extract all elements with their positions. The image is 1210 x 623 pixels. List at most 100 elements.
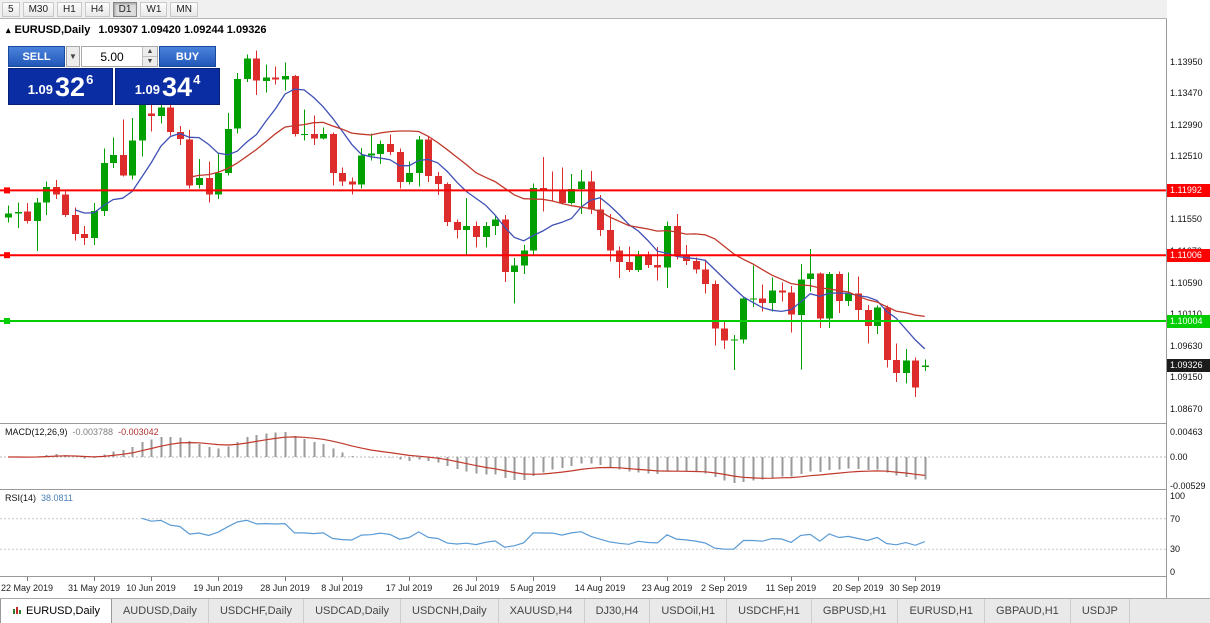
- symbol-tab-usdchf-daily[interactable]: USDCHF,Daily: [209, 599, 305, 623]
- symbol-tab-audusd-daily[interactable]: AUDUSD,Daily: [112, 599, 209, 623]
- macd-panel-divider[interactable]: [0, 423, 1210, 424]
- candle-bullish: [301, 134, 308, 135]
- candle-bearish: [387, 143, 394, 152]
- macd-axis-label: -0.00529: [1170, 481, 1206, 491]
- tab-chart-icon: [13, 607, 21, 614]
- date-tick-mark: [27, 577, 28, 581]
- candle-bullish: [568, 189, 575, 203]
- candle-bearish: [721, 328, 728, 341]
- timeframe-button-w1[interactable]: W1: [140, 1, 168, 17]
- symbol-tab-eurusd-h1[interactable]: EURUSD,H1: [898, 599, 986, 623]
- sell-price-pipette: 6: [86, 72, 94, 87]
- macd-label: MACD(12,26,9) -0.003788 -0.003042: [5, 427, 159, 437]
- rsi-axis-label: 100: [1170, 491, 1186, 501]
- rsi-name: RSI(14): [5, 493, 37, 503]
- macd-signal-line: [8, 436, 925, 479]
- trade-panel-collapse-icon[interactable]: ▴: [6, 25, 11, 35]
- candle-bullish: [798, 279, 805, 315]
- volume-input[interactable]: [82, 47, 142, 66]
- candle-bullish: [406, 172, 413, 182]
- candle-bearish: [836, 274, 843, 301]
- candle-bullish: [521, 250, 528, 266]
- symbol-tab-usdjp[interactable]: USDJP: [1071, 599, 1130, 623]
- date-tick-mark: [409, 577, 410, 581]
- timeframe-button-d1[interactable]: D1: [112, 1, 138, 17]
- volume-decrease-button[interactable]: ▼: [143, 57, 157, 66]
- date-axis-label: 17 Jul 2019: [385, 583, 433, 593]
- candle-bearish: [330, 134, 337, 173]
- rsi-panel-divider[interactable]: [0, 489, 1210, 490]
- sell-button[interactable]: SELL: [8, 46, 65, 67]
- candle-bullish: [129, 140, 136, 176]
- line-anchor-handle[interactable]: [4, 252, 10, 259]
- price-axis-label: 1.10590: [1170, 278, 1203, 288]
- candle-bullish: [377, 143, 384, 154]
- buy-price-pipette: 4: [193, 72, 201, 87]
- price-axis[interactable]: 1.139501.134701.129901.125101.120301.115…: [1167, 0, 1210, 598]
- volume-dropdown-button[interactable]: ▼: [66, 46, 80, 67]
- symbol-tab-usdcad-daily[interactable]: USDCAD,Daily: [304, 599, 402, 623]
- timeframe-button-m30[interactable]: M30: [22, 1, 55, 17]
- price-line-badge: 1.09326: [1167, 359, 1210, 372]
- symbol-tab-label: USDCHF,H1: [738, 605, 800, 617]
- rsi-indicator-panel[interactable]: [0, 490, 1166, 576]
- candle-bullish: [492, 219, 499, 226]
- candle-bearish: [893, 360, 900, 374]
- candle-bearish: [349, 181, 356, 185]
- candle-bearish: [186, 139, 193, 186]
- timeframe-button-5[interactable]: 5: [2, 1, 20, 17]
- sell-price-display[interactable]: 1.09 32 6: [8, 68, 113, 105]
- candle-bullish: [110, 155, 117, 163]
- line-anchor-handle[interactable]: [4, 187, 10, 194]
- candle-bearish: [454, 222, 461, 230]
- date-axis-label: 22 May 2019: [0, 583, 54, 593]
- candle-bearish: [616, 250, 623, 263]
- symbol-tab-usdoil-h1[interactable]: USDOil,H1: [650, 599, 728, 623]
- candle-bearish: [444, 184, 451, 223]
- macd-signal-value: -0.003042: [118, 427, 159, 437]
- price-axis-label: 1.08670: [1170, 404, 1203, 414]
- symbol-tab-usdchf-h1[interactable]: USDCHF,H1: [727, 599, 812, 623]
- candle-bullish: [244, 58, 251, 79]
- candle-bullish: [15, 212, 22, 214]
- buy-button[interactable]: BUY: [159, 46, 216, 67]
- date-tick-mark: [791, 577, 792, 581]
- date-axis-label: 10 Jun 2019: [126, 583, 176, 593]
- macd-indicator-panel[interactable]: [0, 424, 1166, 489]
- macd-name: MACD(12,26,9): [5, 427, 68, 437]
- date-tick-mark: [285, 577, 286, 581]
- symbol-tab-eurusd-daily[interactable]: EURUSD,Daily: [0, 599, 112, 623]
- symbol-tab-xauusd-h4[interactable]: XAUUSD,H4: [499, 599, 585, 623]
- date-axis-label: 28 Jun 2019: [260, 583, 310, 593]
- line-anchor-handle[interactable]: [4, 318, 10, 324]
- candle-bearish: [855, 293, 862, 311]
- sell-price-base: 1.09: [27, 82, 54, 97]
- symbol-tab-label: GBPAUD,H1: [996, 605, 1059, 617]
- symbol-tab-dj30-h4[interactable]: DJ30,H4: [585, 599, 651, 623]
- candle-bearish: [311, 134, 318, 139]
- symbol-tab-usdcnh-daily[interactable]: USDCNH,Daily: [401, 599, 499, 623]
- buy-price-display[interactable]: 1.09 34 4: [115, 68, 220, 105]
- volume-field: ▲ ▼: [81, 46, 158, 67]
- candle-bearish: [779, 290, 786, 293]
- candle-bearish: [712, 283, 719, 329]
- symbol-tab-gbpaud-h1[interactable]: GBPAUD,H1: [985, 599, 1071, 623]
- symbol-tab-gbpusd-h1[interactable]: GBPUSD,H1: [812, 599, 899, 623]
- volume-increase-button[interactable]: ▲: [143, 47, 157, 57]
- date-axis-label: 14 Aug 2019: [574, 583, 626, 593]
- chart-symbol-label: EURUSD,Daily: [14, 24, 91, 36]
- macd-axis-label: 0.00463: [1170, 427, 1203, 437]
- timeframe-button-mn[interactable]: MN: [170, 1, 198, 17]
- date-axis-label: 26 Jul 2019: [452, 583, 500, 593]
- timeframe-button-h4[interactable]: H4: [84, 1, 110, 17]
- candle-bullish: [158, 107, 165, 117]
- candle-bullish: [139, 101, 146, 141]
- price-line-badge: 1.11992: [1167, 184, 1210, 197]
- volume-spinner: ▲ ▼: [142, 47, 157, 66]
- date-tick-mark: [342, 577, 343, 581]
- candle-bullish: [769, 290, 776, 303]
- timeframe-button-h1[interactable]: H1: [57, 1, 82, 17]
- price-axis-label: 1.12510: [1170, 151, 1203, 161]
- candle-bullish: [826, 274, 833, 319]
